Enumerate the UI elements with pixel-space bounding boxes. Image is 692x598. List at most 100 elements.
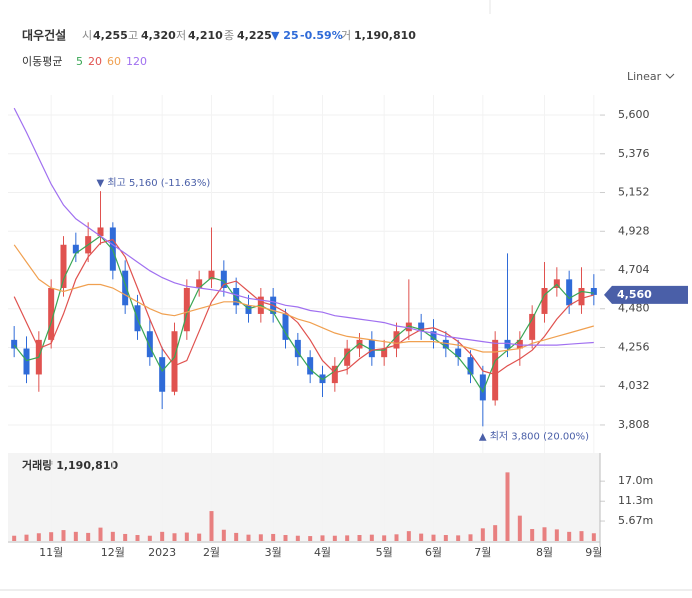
candle-body (393, 331, 400, 349)
volume-bar (172, 533, 177, 541)
x-tick-label: 7월 (474, 546, 491, 559)
volume-bar (579, 531, 584, 541)
volume-bar (86, 532, 91, 541)
volume-bar (382, 535, 387, 541)
y-tick-label: 4,928 (618, 224, 650, 237)
x-tick-label: 4월 (314, 546, 331, 559)
high-value: 4,320 (141, 29, 176, 42)
candle-body (196, 279, 203, 288)
y-tick-label: 5,600 (618, 108, 650, 121)
candle-body (208, 270, 215, 280)
legend-entry: 60 (107, 55, 121, 68)
volume-bar (184, 532, 189, 541)
low-label: 저 (176, 29, 186, 42)
volume-value: 1,190,810 (354, 29, 416, 42)
candle-body (529, 313, 536, 340)
ma-line (13, 235, 594, 394)
volume-bar (295, 535, 300, 541)
candle-body (381, 348, 388, 358)
ma-line (13, 244, 594, 353)
legend-entry: 20 (88, 55, 102, 68)
price-tag: 4,560 (617, 288, 652, 301)
candle-body (356, 339, 363, 349)
volume-bar (36, 533, 41, 541)
volume-bar (283, 535, 288, 541)
y-tick-label: 3,808 (618, 418, 650, 431)
y-tick-label: 4,032 (618, 379, 650, 392)
volume-bar (12, 535, 17, 541)
volume-tick-label: 11.3m (618, 494, 653, 507)
candle-body (467, 357, 474, 375)
header: 대우건설 시 4,255 고 4,320 저 4,210 종 4,225 ▼ 2… (22, 28, 416, 69)
legend-entry: 120 (126, 55, 147, 68)
candle-body (72, 244, 79, 254)
x-tick-label: 9월 (585, 546, 602, 559)
volume-bar (591, 533, 596, 541)
volume-bar (49, 532, 54, 541)
volume-bar (246, 534, 251, 541)
volume-bar (505, 472, 510, 541)
volume-bar (468, 534, 473, 541)
candle-body (245, 305, 252, 314)
y-tick-label: 5,152 (618, 186, 650, 199)
volume-bar (431, 534, 436, 541)
volume-title: 거래량 1,190,810 (22, 458, 118, 472)
volume-label: 거 (341, 29, 351, 42)
candle-body (146, 331, 153, 358)
candle-body (11, 339, 18, 349)
close-label: 종 (224, 29, 234, 42)
candle-body (60, 244, 67, 288)
candle-body (159, 357, 166, 392)
candle-body (23, 348, 30, 375)
x-tick-label: 6월 (425, 546, 442, 559)
candle-body (442, 339, 449, 349)
ma-title: 이동평균 (22, 55, 62, 68)
change-pct: -0.59% (300, 29, 343, 42)
y-tick-label: 4,704 (618, 263, 650, 276)
volume-bar (394, 534, 399, 541)
volume-bar (567, 531, 572, 541)
candle-body (541, 287, 548, 314)
candle-body (122, 270, 129, 306)
open-label: 시 (82, 29, 92, 42)
volume-bar (160, 531, 165, 541)
candle-body (516, 339, 523, 349)
candle-body (220, 270, 227, 288)
x-tick-label: 8월 (536, 546, 553, 559)
volume-bar (345, 535, 350, 541)
volume-bar (110, 531, 115, 541)
volume-bar (61, 530, 66, 541)
volume-bar (197, 533, 202, 541)
x-tick-label: 2023 (148, 546, 176, 559)
volume-bar (530, 529, 535, 541)
volume-bar (320, 535, 325, 541)
volume-bar (147, 535, 152, 541)
scale-mode[interactable]: Linear (627, 70, 662, 83)
volume-panel (8, 453, 600, 541)
volume-bar (369, 534, 374, 541)
volume-tick-label: 17.0m (618, 474, 653, 487)
legend-entry: 5 (76, 55, 83, 68)
volume-bar (271, 533, 276, 541)
volume-bar (234, 532, 239, 541)
volume-bar (406, 531, 411, 541)
dropdown-icon[interactable] (665, 73, 675, 79)
volume-bar (332, 535, 337, 541)
y-tick-label: 4,480 (618, 302, 650, 315)
candle-body (578, 287, 585, 306)
candle-body (344, 348, 351, 366)
candle-body (430, 331, 437, 340)
volume-bar (308, 536, 313, 541)
volume-bar (221, 529, 226, 541)
y-tick-label: 5,376 (618, 147, 650, 160)
volume-bar (135, 535, 140, 541)
volume-bar (517, 515, 522, 541)
volume-bar (554, 529, 559, 541)
open-value: 4,255 (93, 29, 128, 42)
candle-body (319, 374, 326, 384)
volume-bar (258, 534, 263, 541)
volume-bar (73, 531, 78, 541)
volume-bar (456, 535, 461, 541)
max-note: ▼ 최고 5,160 (-11.63%) (97, 177, 211, 189)
